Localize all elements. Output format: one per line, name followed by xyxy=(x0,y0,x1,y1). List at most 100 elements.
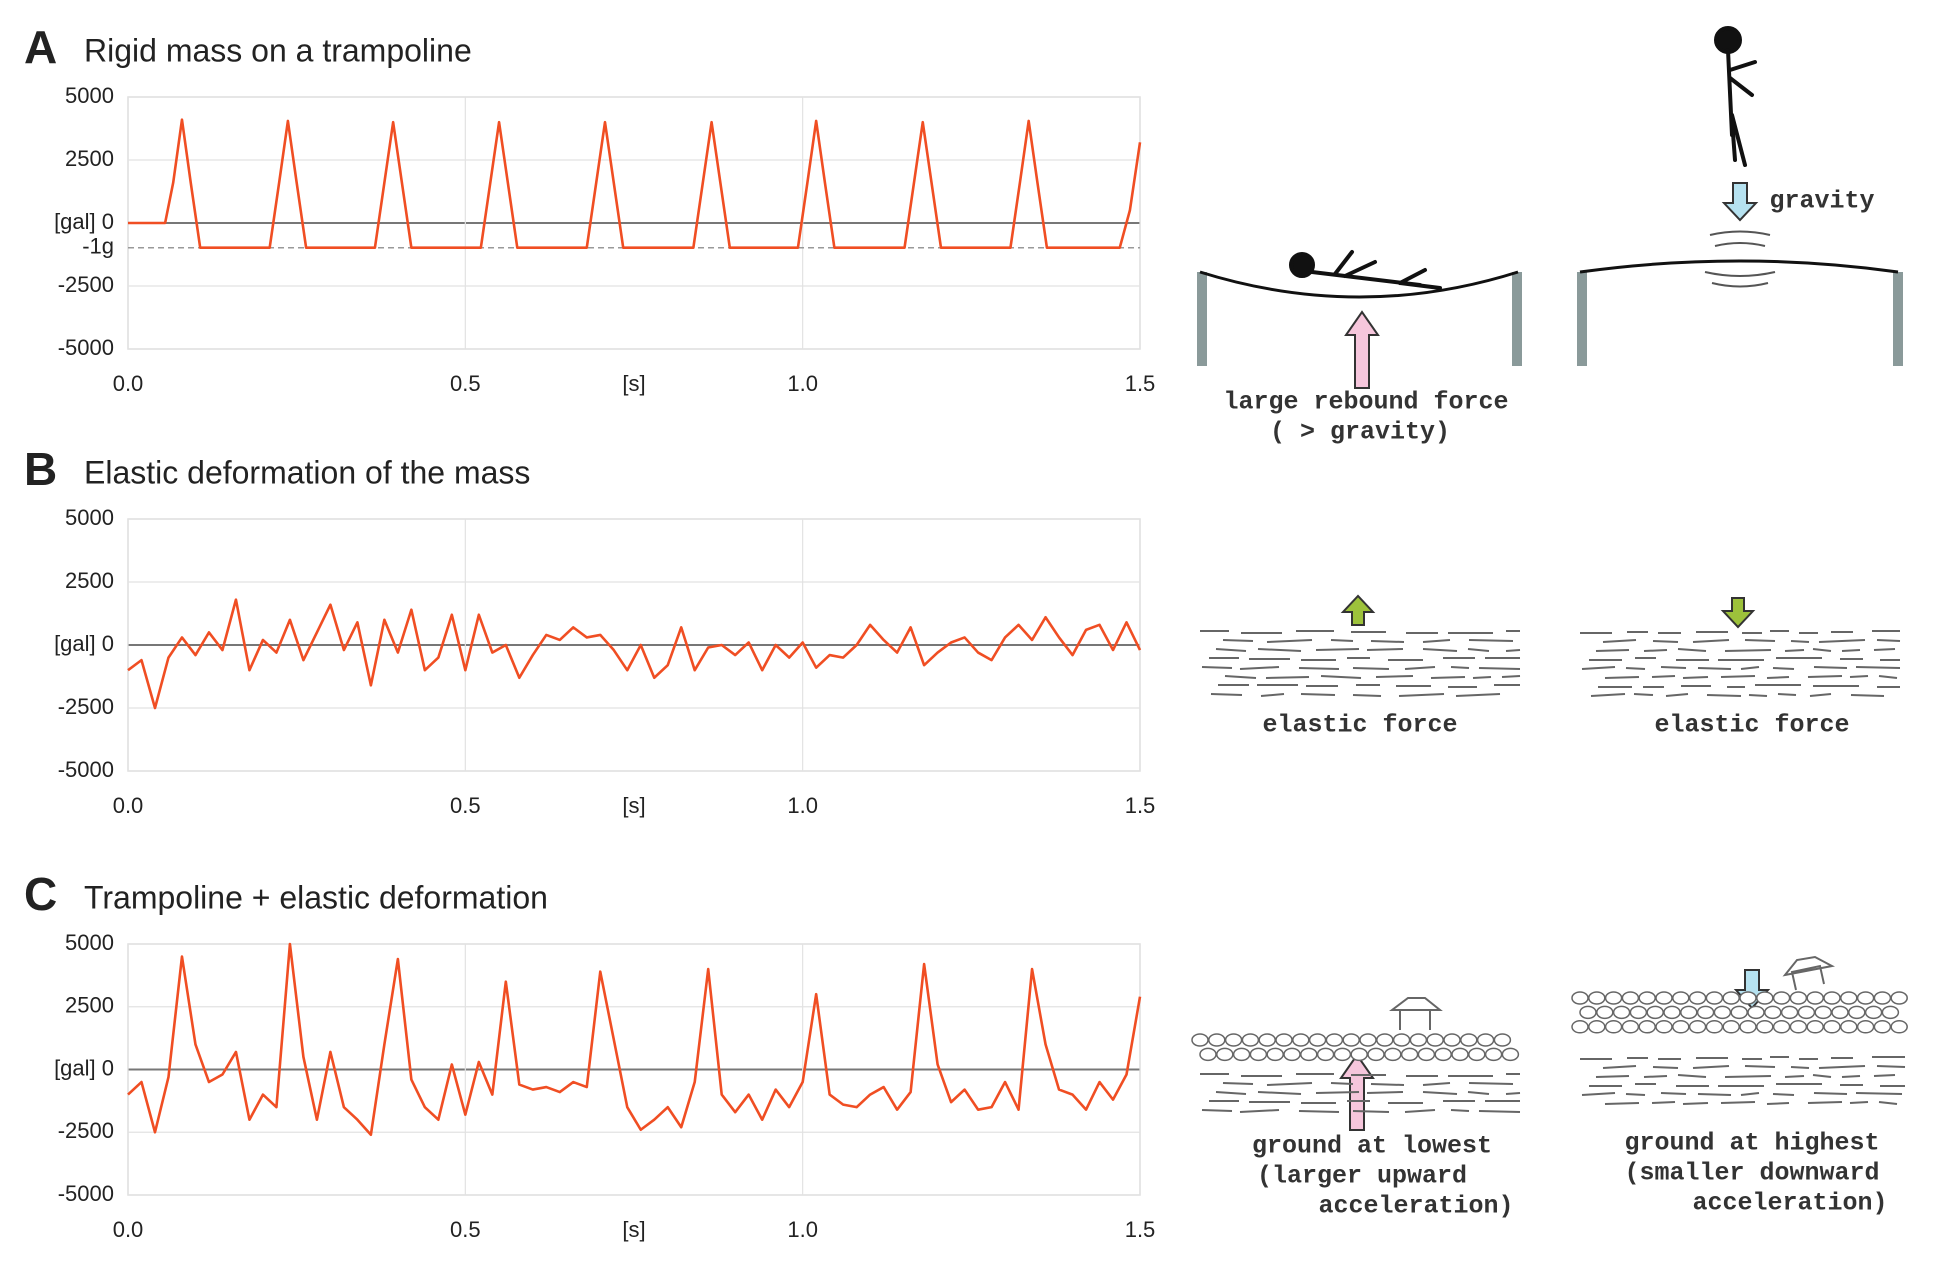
gravel xyxy=(1468,1047,1486,1062)
gravity-arrow xyxy=(1721,182,1759,222)
gravel xyxy=(1873,1020,1892,1034)
stratum xyxy=(1807,1101,1843,1104)
x-tick-label: 1.5 xyxy=(1125,371,1156,396)
gravel xyxy=(1501,1047,1520,1062)
stratum xyxy=(1748,694,1768,697)
stratum xyxy=(1330,1082,1354,1085)
stratum xyxy=(1724,1075,1772,1078)
stratum xyxy=(1352,1110,1390,1113)
stratum xyxy=(1467,1091,1490,1095)
gravel xyxy=(1856,1020,1875,1034)
gravel xyxy=(1232,1047,1251,1062)
stratum xyxy=(1201,1109,1233,1112)
gravel xyxy=(1426,1033,1444,1047)
stratum xyxy=(1633,693,1654,696)
gravel xyxy=(1856,991,1875,1005)
elastic-arrow xyxy=(1720,597,1756,629)
gravel xyxy=(1806,1020,1824,1034)
stratum xyxy=(1692,639,1730,643)
y-tick-label: 5000 xyxy=(65,83,114,108)
stratum xyxy=(1878,1101,1898,1105)
gravel xyxy=(1409,1033,1428,1047)
gravel xyxy=(1316,1047,1335,1062)
stratum xyxy=(1581,1092,1616,1096)
stratum xyxy=(1375,675,1414,678)
stratum xyxy=(1720,1101,1756,1104)
gravel xyxy=(1823,1020,1841,1034)
stratum xyxy=(1265,676,1310,679)
stratum xyxy=(1257,648,1302,652)
gravel xyxy=(1638,1020,1656,1034)
gravel xyxy=(1672,1020,1690,1034)
y-tick-label: [gal] 0 xyxy=(54,1055,114,1080)
gravel xyxy=(1292,1033,1310,1047)
gravel xyxy=(1604,1020,1623,1034)
gravel xyxy=(1890,1020,1908,1034)
gravel xyxy=(1780,1005,1799,1020)
post xyxy=(1893,272,1903,366)
gravel xyxy=(1629,1005,1648,1020)
x-tick-label: 0.0 xyxy=(113,1217,144,1242)
stratum xyxy=(1501,675,1521,678)
stratum xyxy=(1677,1074,1707,1078)
gravel xyxy=(1342,1033,1360,1047)
diagram-label: large rebound force xyxy=(1223,388,1508,417)
stratum xyxy=(1643,649,1668,652)
stratum xyxy=(1422,639,1451,643)
stratum xyxy=(1478,667,1521,670)
stratum xyxy=(1777,693,1797,696)
stratum xyxy=(1505,1092,1521,1095)
stratum xyxy=(1807,675,1843,678)
stratum xyxy=(1320,675,1362,679)
stratum xyxy=(1651,1101,1676,1104)
stratum xyxy=(1813,666,1848,669)
y-tick-label: 5000 xyxy=(65,930,114,955)
gravel xyxy=(1672,991,1690,1005)
gravel xyxy=(1484,1047,1503,1062)
gravel xyxy=(1688,1020,1707,1034)
gravel xyxy=(1300,1047,1318,1062)
stratum xyxy=(1849,1101,1869,1104)
gravel xyxy=(1789,1020,1808,1034)
gravel xyxy=(1713,1005,1732,1020)
gravel xyxy=(1655,991,1673,1005)
stratum xyxy=(1876,639,1901,642)
stratum xyxy=(1604,1102,1640,1105)
stratum xyxy=(1849,675,1869,678)
diagram-label: ground at lowest xyxy=(1252,1132,1492,1161)
stratum xyxy=(1643,1075,1668,1078)
vibration xyxy=(1704,230,1776,288)
gravel xyxy=(1840,991,1858,1005)
y-tick-label: -5000 xyxy=(58,1181,114,1206)
gravel xyxy=(1756,1020,1774,1034)
stratum xyxy=(1224,675,1257,679)
stratum xyxy=(1855,666,1901,669)
stratum xyxy=(1697,667,1732,670)
stratum xyxy=(1298,667,1340,670)
stratum xyxy=(1422,648,1458,652)
y-tick-label: 2500 xyxy=(65,146,114,171)
stratum xyxy=(1210,693,1243,696)
stratum xyxy=(1766,1102,1790,1105)
panel-letter: A xyxy=(24,21,57,73)
y-tick-label: 5000 xyxy=(65,505,114,530)
stratum xyxy=(1222,1082,1254,1085)
stratum xyxy=(1720,675,1756,678)
gravel xyxy=(1814,1005,1832,1020)
gravel xyxy=(1249,1047,1268,1062)
gravel xyxy=(1476,1033,1495,1047)
post xyxy=(1197,272,1207,366)
stratum xyxy=(1706,694,1742,697)
y-tick-label: 2500 xyxy=(65,993,114,1018)
gravel xyxy=(1367,1047,1385,1062)
stratum xyxy=(1818,639,1866,643)
stratum xyxy=(1505,649,1521,652)
gravel xyxy=(1621,1020,1640,1034)
gravel xyxy=(1873,991,1892,1005)
gravel xyxy=(1308,1033,1327,1047)
gravel xyxy=(1588,991,1606,1005)
x-tick-label: 0.5 xyxy=(450,371,481,396)
stratum xyxy=(1422,1091,1458,1095)
stratum xyxy=(1878,675,1898,679)
stratum xyxy=(1315,648,1360,651)
